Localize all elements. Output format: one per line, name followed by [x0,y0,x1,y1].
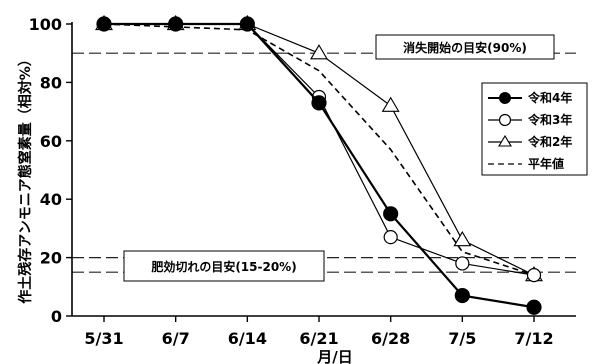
data-point [310,44,328,60]
axes: 0 20 40 60 80 100 5/31 6/7 6/14 6/21 6/28 7/5 7/12 [29,15,576,348]
legend-label: 令和4年 [527,90,572,105]
data-point [454,287,470,304]
series-line [104,23,535,276]
x-tick-label: 6/7 [162,329,190,348]
x-tick-label: 6/28 [371,329,410,348]
legend-marker [499,92,511,104]
series-group [95,14,543,315]
x-tick-label: 6/21 [299,329,338,348]
series-4 [103,23,535,276]
y-tick-label: 60 [40,132,62,151]
x-tick-label: 7/5 [448,329,476,348]
data-point [168,16,184,32]
data-point [239,16,255,32]
legend-marker [498,134,512,147]
data-point [96,16,112,32]
y-tick-label: 100 [29,15,62,34]
legend-label: 平年値 [528,156,564,171]
series-line [104,23,535,276]
data-point [383,206,399,222]
data-point [381,96,400,112]
data-point [526,299,542,315]
y-tick-label: 0 [51,307,62,326]
x-tick-label: 6/14 [228,329,267,348]
data-point [455,256,470,271]
y-axis-label: 作土残存アンモニア態窒素量（相対%） [17,52,34,303]
data-point [526,268,542,283]
series-1 [96,16,542,315]
data-point [311,95,327,111]
annotations: 消失開始の目安(90%) 肥効切れの目安(15-20%) [123,34,555,282]
x-axis-label: 月/日 [316,348,352,364]
y-tick-label: 20 [40,249,62,268]
series-line [103,23,535,276]
annotation-box [123,250,325,282]
x-tick-label: 5/31 [84,329,123,348]
y-tick-label: 40 [40,190,62,209]
x-tick-label: 7/12 [514,329,553,348]
annotation-box [375,34,555,60]
legend-label: 令和3年 [527,112,572,127]
data-point [453,230,472,247]
y-tick-label: 80 [40,73,62,92]
data-point [383,230,398,245]
legend-label: 令和2年 [527,134,572,149]
annotation-text: 肥効切れの目安(15-20%) [151,259,296,274]
legend-marker [498,113,512,127]
annotation-text: 消失開始の目安(90%) [403,40,527,55]
